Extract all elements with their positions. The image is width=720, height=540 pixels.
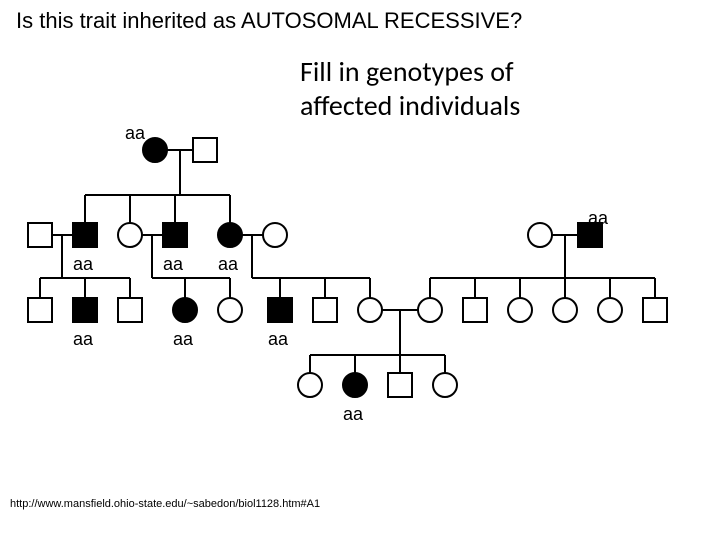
pedigree-node-g1m — [193, 138, 217, 162]
genotype-label: aa — [73, 329, 93, 350]
pedigree-node-g2_5 — [218, 223, 242, 247]
source-url: http://www.mansfield.ohio-state.edu/~sab… — [10, 498, 320, 510]
pedigree-node-g3_2 — [73, 298, 97, 322]
pedigree-node-g3_1 — [28, 298, 52, 322]
genotype-label: aa — [163, 254, 183, 275]
genotype-label: aa — [173, 329, 193, 350]
pedigree-node-g4_2 — [343, 373, 367, 397]
pedigree-node-g3_6 — [268, 298, 292, 322]
genotype-label: aa — [588, 208, 608, 229]
pedigree-node-g2r_f — [528, 223, 552, 247]
pedigree-node-g4_1 — [298, 373, 322, 397]
pedigree-node-g3_7 — [313, 298, 337, 322]
genotype-label: aa — [73, 254, 93, 275]
pedigree-node-g4_4 — [433, 373, 457, 397]
pedigree-node-g4_3 — [388, 373, 412, 397]
pedigree-node-g3r_4 — [553, 298, 577, 322]
pedigree-node-g2_1 — [28, 223, 52, 247]
pedigree-node-g3_8 — [358, 298, 382, 322]
pedigree-node-g2_3 — [118, 223, 142, 247]
pedigree-node-g3r_3 — [508, 298, 532, 322]
page: Is this trait inherited as AUTOSOMAL REC… — [0, 0, 720, 540]
pedigree-diagram — [0, 0, 720, 540]
genotype-label: aa — [268, 329, 288, 350]
pedigree-node-g2_2 — [73, 223, 97, 247]
pedigree-node-g2_6 — [263, 223, 287, 247]
pedigree-node-g1f — [143, 138, 167, 162]
pedigree-node-g3_4 — [173, 298, 197, 322]
genotype-label: aa — [218, 254, 238, 275]
pedigree-node-g2_4 — [163, 223, 187, 247]
pedigree-node-g3r_1 — [418, 298, 442, 322]
genotype-label: aa — [343, 404, 363, 425]
pedigree-node-g3r_6 — [643, 298, 667, 322]
pedigree-node-g3r_5 — [598, 298, 622, 322]
pedigree-node-g3_3 — [118, 298, 142, 322]
pedigree-node-g3_5 — [218, 298, 242, 322]
genotype-label: aa — [125, 123, 145, 144]
pedigree-node-g3r_2 — [463, 298, 487, 322]
